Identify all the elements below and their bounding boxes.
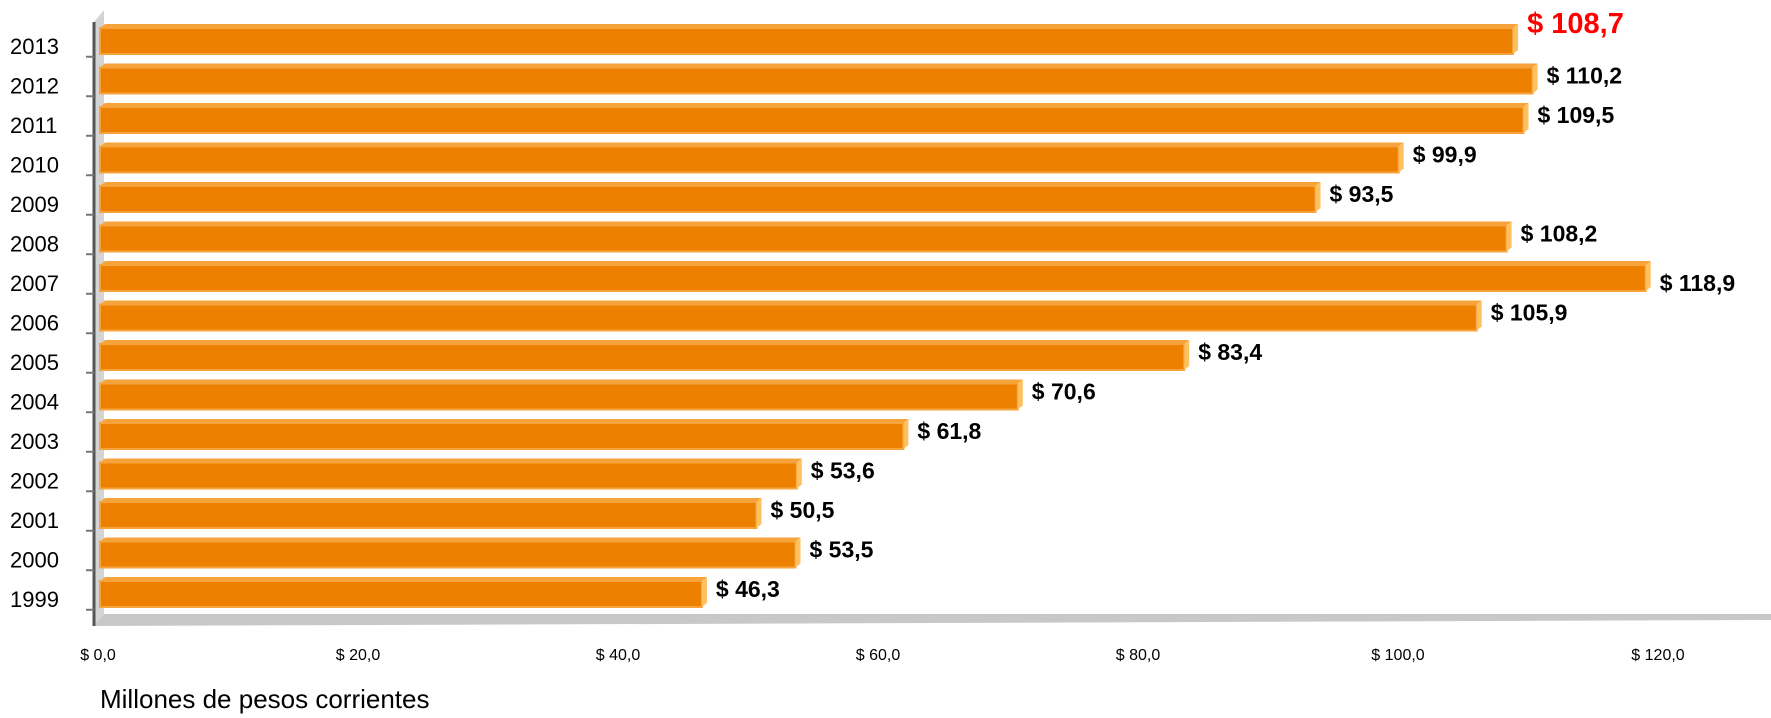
bar-2002 [99, 461, 798, 490]
bar-2008 [99, 224, 1508, 253]
x-tick-label: $ 100,0 [1371, 647, 1424, 664]
bar-2010 [99, 145, 1400, 174]
value-label-2003: $ 61,8 [917, 418, 981, 444]
bar-end-cap [1513, 24, 1519, 54]
bar-2003 [99, 422, 905, 450]
bar-end-cap [1523, 103, 1529, 133]
category-label-2000: 2000 [10, 548, 59, 573]
bar-end-cap [796, 458, 802, 489]
bar-2009 [99, 185, 1317, 213]
bar-end-cap [1476, 300, 1482, 331]
x-tick-labels: $ 0,0 $ 20,0 $ 40,0 $ 60,0 $ 80,0 $ 100,0 $ 12… [80, 647, 1685, 664]
category-labels: 2013 2012 2011 2010 2009 2008 2007 2006 2005 2004… [10, 34, 59, 612]
value-label-1999: $ 46,3 [716, 576, 780, 602]
category-label-2012: 2012 [10, 74, 59, 99]
category-label-2013: 2013 [10, 34, 59, 59]
category-label-2009: 2009 [10, 192, 59, 217]
category-label-2004: 2004 [10, 390, 59, 415]
bar-end-cap [795, 537, 801, 568]
bar-end-cap [1532, 63, 1538, 94]
bar-end-cap [756, 498, 762, 528]
value-label-2001: $ 50,5 [771, 497, 835, 523]
value-label-2009: $ 93,5 [1330, 181, 1394, 207]
x-tick-label: $ 20,0 [336, 647, 381, 664]
bar-2013 [99, 27, 1515, 55]
x-tick-label: $ 80,0 [1116, 647, 1161, 664]
category-label-2002: 2002 [10, 469, 59, 494]
x-tick-label: $ 40,0 [596, 647, 641, 664]
bar-end-cap [1506, 221, 1512, 252]
value-label-2013: $ 108,7 [1527, 8, 1624, 40]
bar-end-cap [1645, 261, 1651, 291]
x-axis-title: Millones de pesos corrientes [100, 684, 430, 714]
category-label-2006: 2006 [10, 311, 59, 336]
bar-2007 [99, 264, 1647, 292]
category-label-2010: 2010 [10, 153, 59, 178]
value-label-2011: $ 109,5 [1538, 102, 1615, 128]
bar-2004 [99, 382, 1019, 411]
x-tick-label: $ 120,0 [1631, 647, 1684, 664]
bar-end-cap [1017, 379, 1023, 410]
value-label-2000: $ 53,5 [810, 537, 874, 563]
category-label-2008: 2008 [10, 232, 59, 257]
value-label-2002: $ 53,6 [811, 458, 875, 484]
bar-end-cap [903, 419, 909, 449]
value-label-2008: $ 108,2 [1521, 221, 1598, 247]
value-label-2004: $ 70,6 [1032, 379, 1096, 405]
value-label-2010: $ 99,9 [1413, 142, 1477, 168]
bar-2011 [99, 106, 1525, 134]
value-label-2012: $ 110,2 [1547, 63, 1622, 89]
x-tick-label: $ 0,0 [80, 647, 116, 664]
bar-2005 [99, 343, 1186, 371]
category-label-2001: 2001 [10, 508, 59, 533]
bar-1999 [99, 580, 703, 608]
bar-2006 [99, 303, 1478, 332]
category-label-2005: 2005 [10, 350, 59, 375]
value-label-2005: $ 83,4 [1198, 339, 1262, 365]
bar-end-cap [701, 577, 707, 607]
bar-2012 [99, 66, 1534, 95]
category-label-1999: 1999 [10, 587, 59, 612]
bar-end-cap [1315, 182, 1321, 212]
x-tick-label: $ 60,0 [856, 647, 901, 664]
bars-group [86, 24, 1651, 611]
bar-end-cap [1184, 340, 1190, 370]
bar-end-cap [1398, 142, 1404, 173]
category-label-2007: 2007 [10, 271, 59, 296]
value-label-2007: $ 118,9 [1660, 270, 1735, 296]
value-labels: $ 108,7 $ 110,2 $ 109,5 $ 99,9 $ 93,5 $ 108,2… [716, 8, 1735, 602]
value-label-2006: $ 105,9 [1491, 300, 1568, 326]
category-label-2011: 2011 [10, 113, 57, 138]
chart-floor [94, 614, 1771, 626]
bar-2000 [99, 540, 797, 569]
bar-2001 [99, 501, 758, 529]
category-label-2003: 2003 [10, 429, 59, 454]
